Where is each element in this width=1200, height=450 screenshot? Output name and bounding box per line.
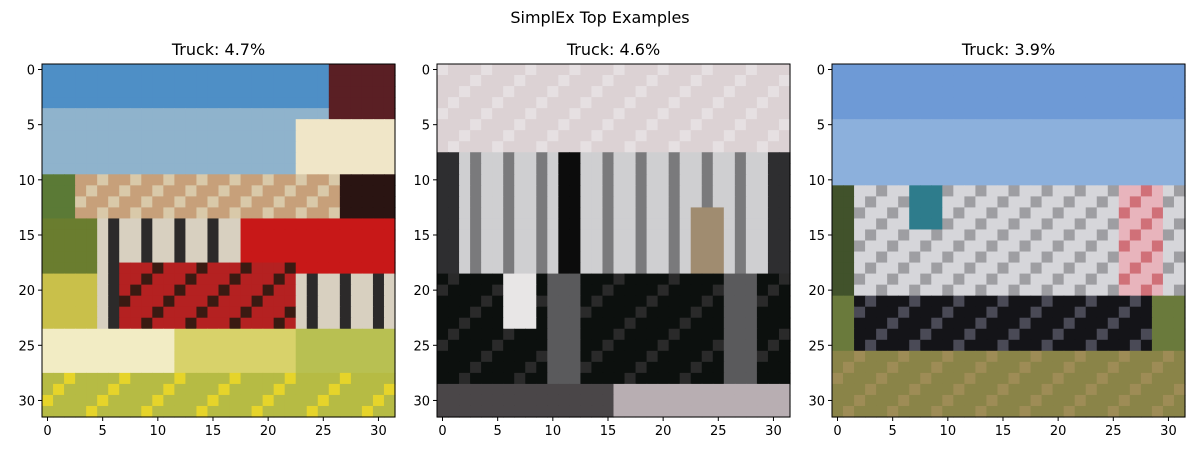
panel-title: Truck: 4.6% bbox=[566, 40, 660, 59]
x-tick-label: 0 bbox=[833, 424, 841, 439]
y-tick-label: 30 bbox=[18, 394, 35, 409]
x-tick-label: 25 bbox=[315, 424, 332, 439]
y-tick-label: 10 bbox=[18, 174, 35, 189]
y-tick-label: 20 bbox=[808, 284, 825, 299]
x-tick-label: 20 bbox=[655, 424, 672, 439]
y-tick-label: 5 bbox=[27, 119, 35, 134]
x-tick-label: 10 bbox=[545, 424, 562, 439]
y-tick-label: 0 bbox=[27, 64, 35, 79]
x-tick-label: 10 bbox=[940, 424, 957, 439]
image-thumbnail bbox=[42, 64, 396, 418]
x-tick-label: 5 bbox=[494, 424, 502, 439]
panel-2: Truck: 4.6% 0 5 10 15 20 25 30 0 5 10 15 20 25 30 bbox=[413, 40, 791, 439]
panel-title: Truck: 3.9% bbox=[961, 40, 1055, 59]
x-tick-label: 20 bbox=[1050, 424, 1067, 439]
y-tick-label: 15 bbox=[808, 229, 825, 244]
y-tick-label: 30 bbox=[413, 394, 430, 409]
y-tick-label: 20 bbox=[413, 284, 430, 299]
y-tick-label: 10 bbox=[413, 174, 430, 189]
x-tick-label: 20 bbox=[260, 424, 277, 439]
y-tick-label: 25 bbox=[18, 339, 35, 354]
x-tick-label: 25 bbox=[710, 424, 727, 439]
x-tick-label: 5 bbox=[889, 424, 897, 439]
panels: Truck: 4.7%0 5 10 15 20 25 30051015202530Truck… bbox=[18, 40, 1186, 439]
y-tick-label: 5 bbox=[422, 119, 430, 134]
y-tick-label: 25 bbox=[413, 339, 430, 354]
image-thumbnail bbox=[437, 64, 791, 418]
y-tick-label: 0 bbox=[817, 64, 825, 79]
x-tick-label: 15 bbox=[205, 424, 222, 439]
y-tick-label: 25 bbox=[808, 339, 825, 354]
y-tick-label: 15 bbox=[18, 229, 35, 244]
figure-suptitle: SimplEx Top Examples bbox=[510, 8, 689, 27]
y-tick-label: 15 bbox=[413, 229, 430, 244]
image-thumbnail bbox=[832, 64, 1186, 418]
x-tick-label: 5 bbox=[99, 424, 107, 439]
y-tick-label: 30 bbox=[808, 394, 825, 409]
y-tick-label: 0 bbox=[422, 64, 430, 79]
x-tick-label: 15 bbox=[600, 424, 617, 439]
y-tick-label: 5 bbox=[817, 119, 825, 134]
panel-3: Truck: 3.9% 0 5 10 15 20 25 30 0 5 10 15 20 25 30 bbox=[808, 40, 1186, 439]
x-tick-label: 0 bbox=[43, 424, 51, 439]
x-tick-label: 25 bbox=[1105, 424, 1122, 439]
x-tick-label: 10 bbox=[150, 424, 167, 439]
axes-frame bbox=[831, 63, 1186, 418]
panel-1: Truck: 4.7% 0 5 10 15 20 25 30 0 5 10 15 20 25 30 bbox=[18, 40, 396, 439]
x-tick-label: 15 bbox=[995, 424, 1012, 439]
x-tick-label: 0 bbox=[438, 424, 446, 439]
x-tick-label: 30 bbox=[1160, 424, 1177, 439]
axes-frame bbox=[436, 63, 791, 418]
x-tick-label: 30 bbox=[370, 424, 387, 439]
x-tick-label: 30 bbox=[765, 424, 782, 439]
axes-frame bbox=[41, 63, 396, 418]
y-tick-label: 10 bbox=[808, 174, 825, 189]
panel-title: Truck: 4.7% bbox=[171, 40, 265, 59]
y-tick-label: 20 bbox=[18, 284, 35, 299]
